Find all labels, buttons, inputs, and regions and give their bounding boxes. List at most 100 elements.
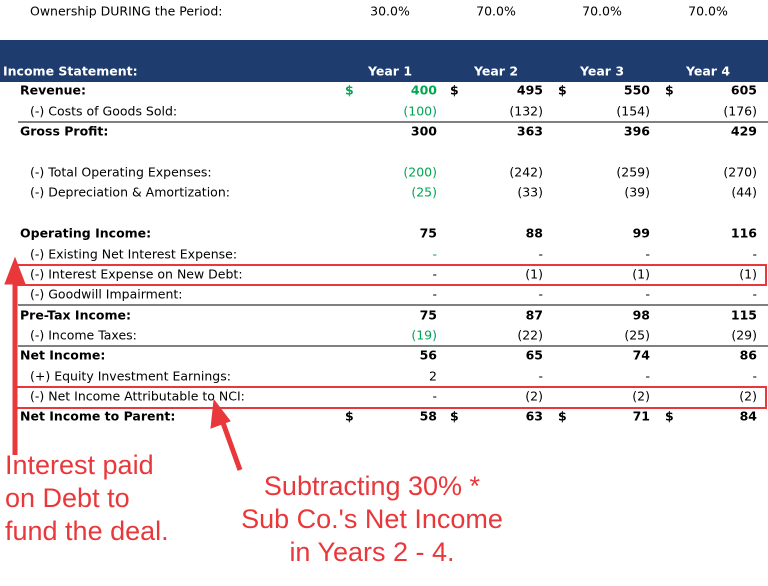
arrow [219,419,243,471]
column-header: Year 4 [685,64,730,79]
cell-value: 75 [420,308,437,323]
header-bar [0,40,768,82]
cell-value: 396 [624,124,650,139]
cell-value: 71 [633,409,650,424]
cell-value: (154) [616,104,650,119]
row-label: (-) Interest Expense on New Debt: [30,267,243,282]
cell-value: - [645,369,650,384]
cell-value: (44) [731,185,757,200]
column-header: Year 3 [579,64,624,79]
cell-value: 429 [731,124,757,139]
cell-value: - [752,369,757,384]
cell-value: (259) [616,165,650,180]
cell-value: (2) [632,389,650,404]
ownership-value: 70.0% [476,4,516,19]
cell-value: - [538,369,543,384]
arrow-head [210,398,231,429]
row-label: (-) Goodwill Impairment: [30,287,183,302]
cell-value: (242) [509,165,543,180]
row-label: (-) Existing Net Interest Expense: [30,247,237,262]
annotation: Interest paid [5,450,154,480]
annotation: fund the deal. [5,516,169,546]
row-label: Operating Income: [20,226,151,241]
cell-value: (33) [517,185,543,200]
arrows [4,256,243,471]
cell-value: (132) [509,104,543,119]
row-label: (-) Net Income Attributable to NCI: [30,389,245,404]
cell-value: 88 [526,226,543,241]
cell-value: - [645,247,650,262]
cell-value: (25) [411,185,437,200]
column-header: Year 1 [367,64,412,79]
cell-value: (39) [624,185,650,200]
currency-sign: $ [450,409,459,424]
cell-value: 495 [517,83,543,98]
currency-sign: $ [665,409,674,424]
cell-value: 65 [526,348,543,363]
cell-value: 98 [633,308,650,323]
cell-value: 300 [411,124,437,139]
cell-value: - [432,287,437,302]
cell-value: (1) [632,267,650,282]
cell-value: - [752,247,757,262]
row-label: (+) Equity Investment Earnings: [30,369,231,384]
cell-value: (29) [731,328,757,343]
cell-value: 115 [731,308,757,323]
row-label: (-) Income Taxes: [30,328,137,343]
cell-value: (25) [624,328,650,343]
cell-value: 550 [624,83,650,98]
currency-sign: $ [558,83,567,98]
annotation: Sub Co.'s Net Income [241,504,503,534]
cell-value: - [432,389,437,404]
cell-value: 605 [731,83,757,98]
currency-sign: $ [345,409,354,424]
row-label: Pre-Tax Income: [20,308,131,323]
ownership-label: Ownership DURING the Period: [30,4,222,19]
row-label: Revenue: [20,83,86,98]
row-label: (-) Total Operating Expenses: [30,165,212,180]
cell-value: (19) [411,328,437,343]
currency-sign: $ [665,83,674,98]
row-label: (-) Depreciation & Amortization: [30,185,230,200]
ownership-value: 70.0% [688,4,728,19]
cell-value: 2 [429,369,437,384]
row-label: Net Income to Parent: [20,409,175,424]
arrow-head [4,256,26,285]
cell-value: 363 [517,124,543,139]
currency-sign: $ [345,83,354,98]
cell-value: 87 [526,308,543,323]
cell-value: 400 [411,83,437,98]
cell-value: 84 [740,409,758,424]
cell-value: - [432,247,437,262]
cell-value: (2) [525,389,543,404]
cell-value: 99 [633,226,650,241]
cell-value: - [432,267,437,282]
ownership-value: 70.0% [582,4,622,19]
cell-value: (2) [739,389,757,404]
table-title: Income Statement: [3,64,138,79]
cell-value: - [538,287,543,302]
cell-value: 75 [420,226,437,241]
currency-sign: $ [558,409,567,424]
annotation: on Debt to [5,483,130,513]
cell-value: 56 [420,348,438,363]
cell-value: (1) [739,267,757,282]
cell-value: (1) [525,267,543,282]
cell-value: (22) [517,328,543,343]
annotation: Subtracting 30% * [264,471,481,501]
cell-value: 63 [526,409,543,424]
cell-value: (270) [723,165,757,180]
annotation: in Years 2 - 4. [289,537,454,567]
row-label: Gross Profit: [20,124,108,139]
currency-sign: $ [450,83,459,98]
column-header: Year 2 [473,64,518,79]
cell-value: - [538,247,543,262]
cell-value: (100) [403,104,437,119]
cell-value: (176) [723,104,757,119]
cell-value: 86 [740,348,758,363]
cell-value: 116 [731,226,757,241]
cell-value: 58 [420,409,437,424]
cell-value: (200) [403,165,437,180]
cell-value: - [645,287,650,302]
